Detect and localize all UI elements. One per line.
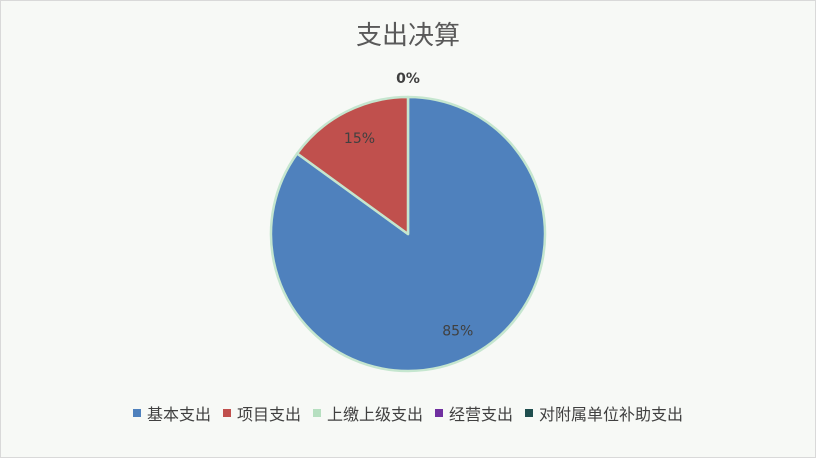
legend-label: 项目支出 bbox=[236, 405, 301, 424]
legend-swatch bbox=[312, 409, 321, 417]
legend-label: 基本支出 bbox=[146, 405, 211, 424]
legend-swatch bbox=[435, 409, 443, 417]
legend-swatch bbox=[132, 409, 141, 417]
legend-item-5: 对附属单位补助支出 bbox=[525, 401, 683, 425]
chart-legend: 基本支出 项目支出 上缴上级支出 经营支出 对附属单位补助支出 bbox=[1, 401, 815, 425]
legend-label: 上缴上级支出 bbox=[326, 405, 423, 424]
legend-swatch bbox=[222, 409, 231, 417]
data-label-2: 15% bbox=[344, 131, 375, 147]
legend-item-4: 经营支出 bbox=[435, 401, 513, 425]
legend-item-2: 项目支出 bbox=[222, 401, 301, 425]
pie-slice-2 bbox=[295, 95, 410, 236]
legend-swatch bbox=[525, 409, 534, 417]
legend-label: 对附属单位补助支出 bbox=[539, 405, 684, 424]
data-label-3: 0% bbox=[396, 71, 420, 87]
data-label-1: 85% bbox=[442, 324, 473, 340]
legend-item-1: 基本支出 bbox=[132, 401, 211, 425]
legend-label: 经营支出 bbox=[449, 405, 514, 424]
chart-title: 支出决算 bbox=[355, 21, 460, 51]
legend-item-3: 上缴上级支出 bbox=[312, 401, 423, 425]
